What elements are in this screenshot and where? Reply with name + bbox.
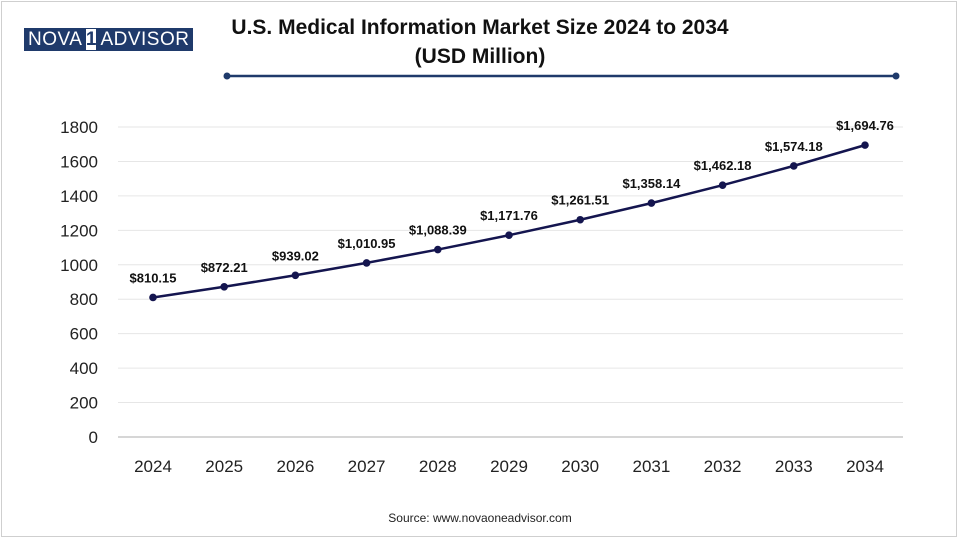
x-axis-ticks: 2024 2025 2026 2027 2028 2029 2030 2031 2032 2033… <box>134 457 884 476</box>
data-point <box>505 231 513 239</box>
data-label: $1,694.76 <box>836 118 894 133</box>
data-point <box>149 293 157 302</box>
brand-logo-mark: 1 <box>85 28 98 51</box>
data-point <box>718 181 727 189</box>
y-tick-label: 0 <box>89 428 98 447</box>
x-tick-label: 2026 <box>276 457 314 476</box>
x-tick-label: 2031 <box>632 457 670 476</box>
brand-logo: NOVA 1 ADVISOR <box>24 28 194 51</box>
data-point <box>790 162 798 170</box>
data-label: $1,462.18 <box>694 158 752 173</box>
y-tick-label: 1600 <box>60 152 98 171</box>
x-tick-label: 2028 <box>419 457 457 476</box>
y-tick-label: 1000 <box>60 256 98 275</box>
y-tick-label: 1800 <box>60 118 98 137</box>
x-tick-label: 2032 <box>704 457 742 476</box>
x-tick-label: 2029 <box>490 457 528 476</box>
y-tick-label: 1200 <box>60 221 98 240</box>
data-label: $872.21 <box>201 260 248 275</box>
data-point <box>576 215 584 224</box>
y-tick-label: 600 <box>70 325 98 344</box>
brand-logo-part1: NOVA <box>24 28 86 51</box>
data-point <box>861 141 869 149</box>
data-label: $1,358.14 <box>622 176 681 191</box>
y-tick-label: 400 <box>70 359 98 378</box>
y-axis-ticks: 0 200 400 600 800 1000 1200 1400 1600 1800 <box>60 118 98 447</box>
data-labels: $810.15 $872.21 $939.02 $1,010.95 $1,088.39 $… <box>130 118 894 285</box>
data-label: $1,574.18 <box>765 139 823 154</box>
x-tick-label: 2025 <box>205 457 243 476</box>
data-point <box>220 282 228 291</box>
data-point <box>291 271 300 280</box>
data-point <box>362 259 371 267</box>
chart-title: U.S. Medical Information Market Size 202… <box>231 16 729 68</box>
brand-logo-part2: ADVISOR <box>97 28 194 51</box>
data-label: $1,010.95 <box>338 236 396 251</box>
data-label: $1,171.76 <box>480 208 538 223</box>
data-label: $810.15 <box>130 270 177 285</box>
data-label: $1,261.51 <box>551 193 609 208</box>
x-tick-label: 2024 <box>134 457 172 476</box>
data-label: $939.02 <box>272 248 319 263</box>
data-label: $1,088.39 <box>409 223 467 238</box>
source-note: Source: www.novaoneadvisor.com <box>388 511 572 525</box>
y-tick-label: 1400 <box>60 187 98 206</box>
x-tick-label: 2027 <box>348 457 386 476</box>
data-point <box>647 199 656 207</box>
x-tick-label: 2030 <box>561 457 599 476</box>
legend-dot-left <box>223 72 231 80</box>
y-tick-label: 800 <box>70 290 98 309</box>
data-points <box>149 141 869 302</box>
grid-lines <box>118 126 903 404</box>
legend-line <box>223 72 900 80</box>
x-tick-label: 2034 <box>846 457 884 476</box>
data-point <box>434 245 442 254</box>
legend-dot-right <box>892 72 900 80</box>
x-tick-label: 2033 <box>775 457 813 476</box>
y-tick-label: 200 <box>70 394 98 413</box>
